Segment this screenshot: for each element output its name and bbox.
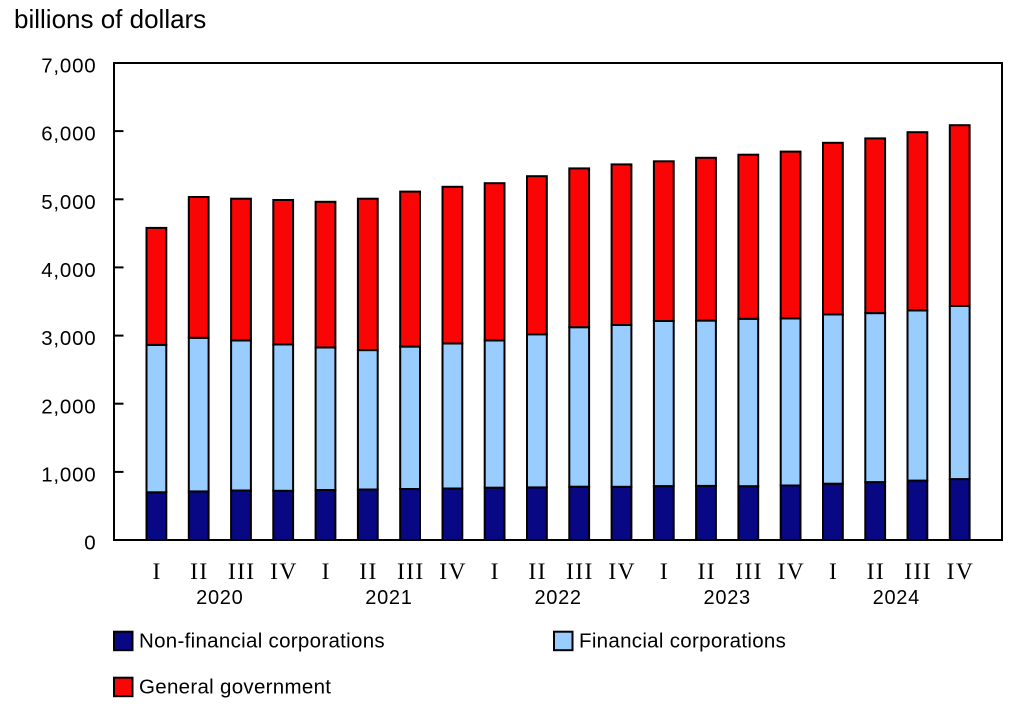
svg-text:III: III bbox=[566, 559, 594, 585]
svg-text:I: I bbox=[152, 559, 161, 585]
svg-text:Non-financial corporations: Non-financial corporations bbox=[139, 629, 385, 652]
svg-text:5,000: 5,000 bbox=[41, 191, 96, 214]
svg-text:7,000: 7,000 bbox=[41, 55, 96, 78]
svg-text:1,000: 1,000 bbox=[41, 464, 96, 487]
svg-text:II: II bbox=[190, 559, 208, 585]
svg-text:III: III bbox=[904, 559, 932, 585]
svg-text:III: III bbox=[397, 559, 425, 585]
svg-text:2020: 2020 bbox=[196, 587, 243, 609]
svg-text:billions of dollars: billions of dollars bbox=[14, 4, 206, 34]
svg-text:6,000: 6,000 bbox=[41, 123, 96, 146]
svg-text:2023: 2023 bbox=[704, 587, 751, 609]
svg-text:II: II bbox=[867, 559, 885, 585]
svg-text:4,000: 4,000 bbox=[41, 259, 96, 282]
svg-text:I: I bbox=[322, 559, 331, 585]
svg-text:Financial corporations: Financial corporations bbox=[579, 629, 786, 652]
svg-text:IV: IV bbox=[777, 559, 805, 585]
svg-text:IV: IV bbox=[608, 559, 636, 585]
svg-text:2022: 2022 bbox=[534, 587, 581, 609]
svg-text:3,000: 3,000 bbox=[41, 327, 96, 350]
svg-text:II: II bbox=[528, 559, 546, 585]
svg-text:II: II bbox=[359, 559, 377, 585]
svg-text:I: I bbox=[829, 559, 838, 585]
svg-text:2,000: 2,000 bbox=[41, 395, 96, 418]
svg-text:I: I bbox=[660, 559, 669, 585]
svg-text:II: II bbox=[697, 559, 715, 585]
svg-text:General government: General government bbox=[139, 675, 331, 698]
svg-text:III: III bbox=[735, 559, 763, 585]
svg-text:2021: 2021 bbox=[365, 587, 412, 609]
svg-text:I: I bbox=[491, 559, 500, 585]
svg-text:IV: IV bbox=[947, 559, 975, 585]
svg-text:IV: IV bbox=[439, 559, 467, 585]
svg-text:2024: 2024 bbox=[873, 587, 920, 609]
svg-text:IV: IV bbox=[270, 559, 298, 585]
svg-text:III: III bbox=[228, 559, 256, 585]
svg-text:0: 0 bbox=[84, 532, 96, 555]
